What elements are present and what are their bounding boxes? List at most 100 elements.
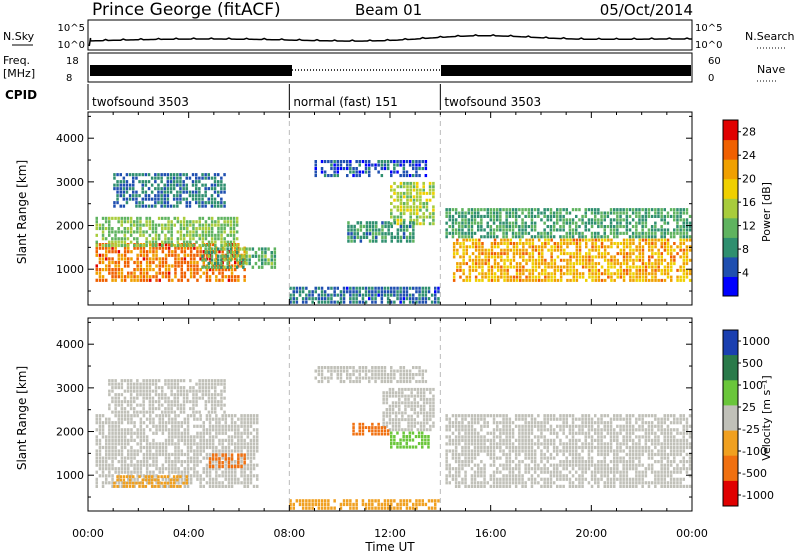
- echo-cell: [521, 235, 524, 239]
- echo-cell: [609, 231, 613, 235]
- echo-cell: [448, 417, 451, 421]
- echo-cell: [145, 477, 149, 481]
- echo-cell: [492, 463, 496, 467]
- echo-cell: [142, 278, 146, 282]
- echo-cell: [198, 216, 201, 220]
- echo-cell: [385, 394, 389, 398]
- echo-cell: [415, 181, 419, 185]
- echo-cell: [157, 481, 160, 485]
- echo-cell: [493, 278, 497, 282]
- echo-cell: [148, 227, 152, 231]
- echo-cell: [139, 275, 143, 279]
- echo-cell: [223, 183, 226, 187]
- echo-cell: [249, 474, 253, 478]
- echo-cell: [644, 268, 648, 272]
- echo-cell: [237, 431, 240, 435]
- echo-cell: [421, 297, 424, 301]
- echo-cell: [521, 231, 524, 235]
- echo-cell: [688, 221, 692, 225]
- echo-cell: [210, 201, 214, 205]
- echo-cell: [603, 218, 606, 222]
- echo-cell: [483, 228, 486, 232]
- echo-cell: [211, 464, 215, 469]
- echo-cell: [183, 477, 187, 481]
- echo-cell: [166, 190, 170, 194]
- echo-cell: [511, 481, 515, 485]
- echo-cell: [127, 250, 130, 254]
- echo-cell: [213, 258, 217, 262]
- echo-cell: [473, 414, 477, 418]
- echo-cell: [223, 237, 226, 241]
- echo-cell: [135, 194, 138, 198]
- echo-cell: [415, 191, 419, 195]
- echo-cell: [437, 300, 440, 304]
- echo-cell: [239, 261, 242, 266]
- echo-cell: [638, 252, 641, 256]
- echo-cell: [505, 484, 508, 488]
- echo-cell: [161, 470, 165, 474]
- echo-cell: [625, 255, 629, 259]
- echo-cell: [480, 449, 483, 453]
- echo-cell: [622, 278, 626, 282]
- echo-cell: [186, 484, 190, 488]
- echo-cell: [474, 278, 478, 282]
- echo-cell: [437, 499, 440, 503]
- echo-cell: [141, 481, 144, 485]
- echo-cell: [105, 481, 108, 485]
- echo-cell: [339, 373, 343, 377]
- echo-cell: [246, 463, 250, 467]
- echo-cell: [177, 257, 180, 261]
- echo-cell: [201, 389, 204, 393]
- echo-cell: [142, 407, 145, 411]
- echo-cell: [227, 484, 231, 488]
- echo-cell: [391, 421, 395, 425]
- echo-cell: [129, 386, 133, 390]
- echo-cell: [355, 499, 358, 503]
- echo-cell: [179, 176, 182, 180]
- echo-cell: [95, 253, 98, 257]
- echo-cell: [481, 275, 484, 279]
- echo-cell: [503, 275, 506, 279]
- echo-cell: [157, 386, 161, 390]
- echo-cell: [195, 403, 198, 407]
- echo-cell: [210, 223, 214, 227]
- echo-cell: [419, 202, 422, 205]
- echo-cell: [149, 445, 152, 450]
- echo-cell: [158, 452, 161, 457]
- echo-cell: [104, 244, 108, 248]
- echo-cell: [224, 421, 227, 425]
- echo-cell: [207, 379, 211, 383]
- echo-cell: [256, 484, 259, 488]
- echo-cell: [473, 474, 477, 478]
- echo-cell: [208, 421, 212, 425]
- echo-cell: [610, 245, 613, 249]
- echo-cell: [249, 481, 253, 485]
- echo-cell: [251, 247, 255, 251]
- echo-cell: [229, 244, 233, 248]
- echo-cell: [380, 506, 384, 510]
- echo-cell: [167, 484, 171, 488]
- echo-cell: [177, 452, 180, 457]
- echo-cell: [492, 484, 496, 488]
- echo-cell: [221, 456, 224, 460]
- echo-cell: [217, 223, 220, 227]
- echo-cell: [237, 457, 240, 461]
- echo-cell: [336, 167, 339, 171]
- echo-cell: [161, 424, 165, 428]
- echo-cell: [432, 421, 435, 425]
- echo-cell: [505, 445, 508, 450]
- echo-cell: [226, 220, 229, 224]
- echo-cell: [380, 293, 384, 297]
- echo-cell: [152, 417, 155, 421]
- echo-cell: [374, 376, 377, 380]
- echo-cell: [95, 477, 98, 481]
- echo-cell: [145, 474, 149, 478]
- echo-cell: [189, 271, 193, 275]
- echo-cell: [613, 211, 616, 215]
- echo-cell: [349, 506, 352, 510]
- echo-cell: [480, 438, 483, 442]
- echo-cell: [123, 237, 127, 241]
- echo-cell: [183, 421, 187, 425]
- echo-cell: [390, 380, 393, 384]
- echo-cell: [375, 232, 378, 236]
